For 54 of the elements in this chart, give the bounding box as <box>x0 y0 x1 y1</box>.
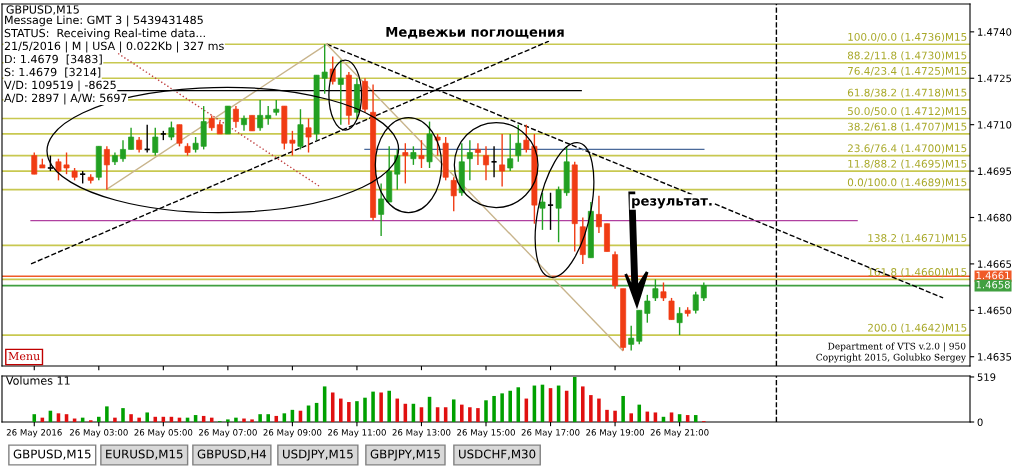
x-tick-label: 26 May 09:00 <box>263 429 322 438</box>
y-tick-label: 1.4725 <box>978 74 1012 83</box>
annotation: D: 1.4679 [3483] <box>5 54 102 65</box>
annotation: STATUS: Receiving Real-time data... <box>4 28 205 40</box>
y-tick-label: 1.4680 <box>978 213 1012 222</box>
ref-line-label: 200.0 (1.4642)M15 <box>868 323 967 333</box>
annotation: Menu <box>8 351 40 361</box>
text: GBPJPY,M15 <box>370 449 440 461</box>
x-tick-label: 26 May 03:00 <box>69 429 128 438</box>
y-tick-label: 1.4740 <box>978 28 1012 36</box>
y-tick-label: 1.4695 <box>978 167 1012 176</box>
ref-line-label: 1.4661 <box>976 271 1010 280</box>
text: GBPUSD,M15 <box>13 449 91 460</box>
ref-line-label: 1.4658 <box>976 280 1010 289</box>
annotation: S: 1.4679 [3214] <box>4 67 101 78</box>
ref-line-label: 100.0/0.0 (1.4736)M15 <box>848 32 967 43</box>
y-tick-label: 1.4665 <box>978 260 1012 268</box>
ref-line-label: 138.2 (1.4671)M15 <box>868 233 967 244</box>
text: EURUSD,M15 <box>106 449 183 460</box>
y-tick-label: 519 <box>977 373 996 381</box>
ref-line-label: 23.6/76.4 (1.4700)M15 <box>847 144 967 154</box>
text: GBPUSD,H4 <box>197 449 267 460</box>
chart-title: GBPUSD,M15 <box>6 5 79 15</box>
y-tick-label: 1.4650 <box>978 306 1012 315</box>
ref-line-label: 11.8/88.2 (1.4695)M15 <box>848 159 967 169</box>
x-tick-label: 26 May 15:00 <box>457 429 515 438</box>
x-tick-label: 26 May 07:00 <box>198 429 257 438</box>
annotation: Message Line: GMT 3 | 5439431485 <box>5 15 203 27</box>
chart-title: Volumes 11 <box>5 376 70 385</box>
x-tick-label: 26 May 05:00 <box>134 429 193 438</box>
annotation: V/D: 109519 | -8625 <box>4 80 116 92</box>
x-tick-label: 26 May 17:00 <box>521 429 580 438</box>
x-tick-label: 26 May 21:00 <box>650 429 709 438</box>
annotation: Медвежьи поглощения <box>386 27 564 39</box>
x-tick-label: 26 May 2016 <box>6 429 62 438</box>
ref-line-label: 50.0/50.0 (1.4712)M15 <box>848 107 967 117</box>
ref-line-label: 76.4/23.4 (1.4725)M15 <box>848 66 967 77</box>
annotation: 21/5/2016 | M | USA | 0.022Kb | 327 ms <box>4 41 224 53</box>
annotation: Copyright 2015, Golubko Sergey <box>816 353 966 363</box>
annotation: результат. <box>632 198 712 209</box>
y-tick-label: 1.4635 <box>978 353 1012 361</box>
ref-line-label: 0.0/100.0 (1.4689)M15 <box>847 178 967 188</box>
y-tick-label: 1.4710 <box>978 121 1012 129</box>
x-tick-label: 26 May 11:00 <box>328 429 386 438</box>
text: USDCHF,M30 <box>459 449 536 460</box>
x-tick-label: 26 May 19:00 <box>586 429 645 438</box>
text: USDJPY,M15 <box>283 449 353 461</box>
ref-line-label: 38.2/61.8 (1.4707)M15 <box>847 122 967 132</box>
annotation: Department of VTS v.2.0 | 950 <box>828 342 966 352</box>
ref-line-label: 88.2/11.8 (1.4730)M15 <box>847 51 967 61</box>
annotation: A/D: 2897 | A/W: 5697 <box>4 93 127 105</box>
x-tick-label: 26 May 13:00 <box>392 429 451 438</box>
ref-line-label: 61.8/38.2 (1.4718)M15 <box>847 88 967 98</box>
y-tick-label: 0 <box>977 418 983 426</box>
